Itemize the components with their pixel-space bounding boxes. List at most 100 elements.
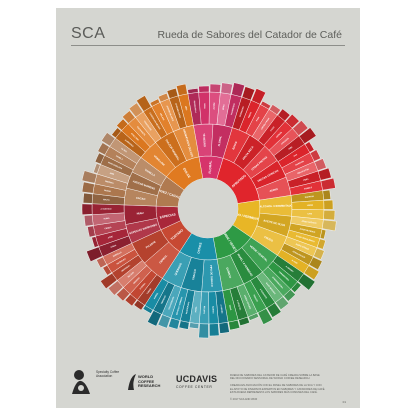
sca-logo-icon xyxy=(72,370,90,394)
page-number: 01 xyxy=(342,400,346,404)
wheel-middle-label: TABACO xyxy=(191,269,197,280)
wheel-tip-bar xyxy=(94,152,105,165)
wheel-tip-bar xyxy=(248,312,259,321)
wheel-tip-bar xyxy=(313,247,325,260)
wheel-tip-bar xyxy=(157,92,169,103)
wheel-tip-bar xyxy=(178,320,190,330)
wheel-outer-label: ÁCIDO MÁLICO xyxy=(292,250,306,259)
wheel-center xyxy=(178,178,238,238)
wheel-outer-label: SALADO xyxy=(127,271,135,279)
wheel-outer-label: JAZMÍN xyxy=(212,102,215,110)
wheel-tip-bar xyxy=(290,281,302,293)
wheel-tip-bar xyxy=(116,287,131,302)
footer-note-line: © 2017 SCA AND WCR xyxy=(230,397,258,401)
wheel-outer-label: MANZANILLA xyxy=(193,100,198,113)
wheel-tip-bar xyxy=(81,170,98,184)
wheel-tip-bar xyxy=(100,272,118,289)
wheel-tip-bar xyxy=(298,127,317,144)
wheel-outer-label: POLVORIENTO xyxy=(168,296,175,310)
wheel-middle-label: CRUDO xyxy=(263,235,273,243)
footer-logos: Specialty Coffee Association WORLD COFFE… xyxy=(68,366,238,402)
wheel-inner-label: FLORAL xyxy=(208,160,213,173)
wheel-outer-label: MEDICINAL xyxy=(121,264,132,273)
footer-note-line: CREADA EN ASOCIACIÓN CON EL PANEL DE SAB… xyxy=(230,384,322,388)
wheel-tip-bar xyxy=(166,87,179,99)
wheel-outer-label: FERMENTADO xyxy=(278,271,290,282)
wheel-middle-label: BAYAS xyxy=(231,140,238,150)
wheel-tip-bar xyxy=(322,189,331,200)
wheel-inner-label: NUEZ / CACAO xyxy=(158,188,182,200)
wheel-tip-bar xyxy=(309,149,321,162)
wheel-tip-bar xyxy=(81,181,95,194)
wheel-middle-label: VAINILLA xyxy=(144,168,156,178)
wheel-tip-bar xyxy=(93,163,101,174)
wheel-middle-label: ACEITE DE OLIVA xyxy=(263,218,286,227)
footer-note-line: RUEDA DE SABORES DEL CATADOR DE CAFÉ CRE… xyxy=(230,374,320,377)
wheel-tip-bar xyxy=(266,302,282,318)
wheel-outer-label: HUMO xyxy=(104,218,110,221)
wheel-tip-bar xyxy=(283,289,296,302)
wheel-tip-bar xyxy=(168,317,180,330)
wheel-tip-bar xyxy=(149,98,161,107)
sca-logo-text: Specialty Coffee Association xyxy=(96,370,120,378)
wheel-tip-bar xyxy=(316,238,326,250)
wheel-tip-bar xyxy=(308,256,323,270)
wheel-tip-bar xyxy=(147,310,162,327)
wheel-outer-label: PAPEL xyxy=(194,305,198,312)
header-divider xyxy=(71,45,345,46)
wheel-tip-bar xyxy=(209,323,220,337)
wheel-tip-bar xyxy=(157,314,171,329)
wheel-outer-label: ARÁNDANO xyxy=(239,106,246,118)
wheel-middle-label: QUÍMICO xyxy=(225,266,233,278)
wheel-tip-bar xyxy=(136,95,152,112)
wheel-tip-bar xyxy=(257,308,273,325)
wheel-outer-label: NUEZ MOSCADA xyxy=(108,161,124,170)
wheel-outer-label: AMARGO xyxy=(132,276,141,285)
wheel-tip-bar xyxy=(320,177,336,191)
wheel-outer-label: TERROSO xyxy=(161,295,167,305)
wheel-tip-bar xyxy=(285,113,300,129)
wheel-tip-bar xyxy=(81,203,93,215)
wheel-tip-bar xyxy=(87,225,96,238)
wheel-inner-label: OTROS xyxy=(197,242,203,254)
wheel-tip-bar xyxy=(251,88,266,105)
wheel-tip-bar xyxy=(241,86,256,101)
wheel-outer-label: FRESCO xyxy=(252,295,258,303)
wheel-outer-label: ACRE xyxy=(107,235,114,240)
wheel-middle-label: CEREAL xyxy=(158,253,168,264)
wheel-tip-bar xyxy=(231,82,245,98)
wheel-inner-label: ESPECIAS xyxy=(159,212,176,219)
wheel-outer-label: BAJO MADURO xyxy=(265,282,276,296)
brand-logo-text: SCA xyxy=(71,25,106,42)
wheel-tip-bar xyxy=(319,229,327,240)
wheel-tip-bar xyxy=(303,265,320,281)
wheel-outer-label: PIÑA xyxy=(288,145,294,150)
footer-notes: RUEDA DE SABORES DEL CATADOR DE CAFÉ CRE… xyxy=(230,374,348,401)
wheel-tip-bar xyxy=(260,100,272,110)
wheel-tip-bar xyxy=(122,110,136,124)
wheel-tip-bar xyxy=(128,102,144,118)
wheel-outer-label: MORA xyxy=(222,103,226,110)
wheel-outer-label: CLAVO xyxy=(120,147,127,153)
wheel-outer-label: NARANJA xyxy=(305,195,315,199)
wheel-tip-bar xyxy=(91,236,99,248)
wheel-outer-label: CARNE xyxy=(146,287,153,295)
wheel-tip-bar xyxy=(323,210,336,221)
wheel-outer-label: COCO xyxy=(270,126,275,132)
wheel-outer-label: HENO xyxy=(228,305,231,311)
wheel-outer-label: GRANADA xyxy=(280,137,290,146)
wheel-tip-bar xyxy=(82,192,94,204)
wheel-outer-label: A TOSTADO xyxy=(101,208,112,211)
wheel-tip-bar xyxy=(84,214,94,227)
wheel-middle-label: PICANTE xyxy=(145,240,157,250)
wheel-middle-label: QUEMADO xyxy=(173,262,183,276)
wheel-outer-label: CANELA xyxy=(115,154,124,161)
wheel-tip-bar xyxy=(111,127,122,139)
wheel-tip-bar xyxy=(102,265,112,276)
wheel-tip-bar xyxy=(321,219,337,232)
wheel-outer-label: MELAZA xyxy=(159,113,166,122)
wheel-tip-bar xyxy=(101,132,116,147)
wheel-tip-bar xyxy=(107,280,124,296)
page-title: Rueda de Sabores del Catador de Café xyxy=(157,29,342,41)
wheel-tip-bar xyxy=(220,82,233,95)
